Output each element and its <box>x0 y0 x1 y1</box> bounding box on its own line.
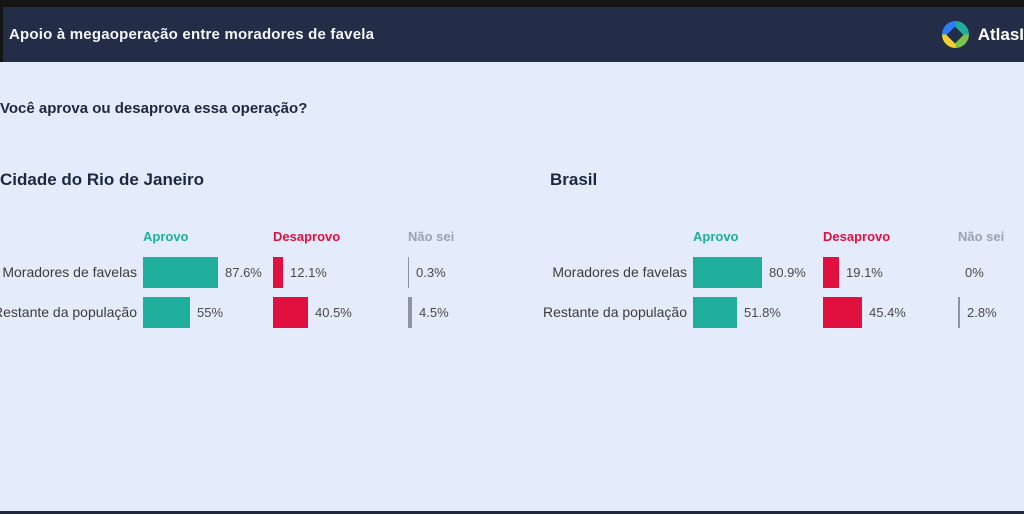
column-header-desaprovo: Desaprovo <box>273 229 341 244</box>
bar-aprovo-moradores-de-favelas <box>143 257 218 288</box>
page-title: Apoio à megaoperação entre moradores de … <box>9 26 375 43</box>
value-label-aprovo-moradores-de-favelas: 80.9% <box>769 265 806 280</box>
bar-desaprovo-restante-da-populacao <box>273 297 308 328</box>
survey-question: Você aprova ou desaprova essa operação? <box>0 100 308 117</box>
column-header-nao-sei: Não sei <box>958 229 1005 244</box>
atlas-logo-text: AtlasI <box>977 24 1024 44</box>
value-label-nao-sei-restante-da-populacao: 4.5% <box>419 305 449 320</box>
column-header-desaprovo: Desaprovo <box>823 229 891 244</box>
bar-nao-sei-restante-da-populacao <box>958 297 960 328</box>
value-label-desaprovo-restante-da-populacao: 45.4% <box>869 305 906 320</box>
column-header-aprovo: Aprovo <box>693 229 739 244</box>
row-label-moradores-de-favelas: Moradores de favelas <box>2 264 137 280</box>
bar-aprovo-restante-da-populacao <box>693 297 737 328</box>
row-label-moradores-de-favelas: Moradores de favelas <box>552 264 687 280</box>
value-label-desaprovo-restante-da-populacao: 40.5% <box>315 305 352 320</box>
value-label-aprovo-moradores-de-favelas: 87.6% <box>225 265 262 280</box>
column-header-aprovo: Aprovo <box>143 229 189 244</box>
value-label-nao-sei-moradores-de-favelas: 0.3% <box>416 265 446 280</box>
bottom-border-strip <box>0 511 1024 514</box>
atlas-logo-icon <box>941 21 969 48</box>
value-label-nao-sei-moradores-de-favelas: 0% <box>965 265 984 280</box>
row-label-restante-da-populacao: Restante da população <box>543 304 687 320</box>
value-label-desaprovo-moradores-de-favelas: 19.1% <box>846 265 883 280</box>
bar-nao-sei-restante-da-populacao <box>408 297 412 328</box>
brand-logo: AtlasI <box>941 7 1024 62</box>
bar-aprovo-moradores-de-favelas <box>693 257 762 288</box>
value-label-desaprovo-moradores-de-favelas: 12.1% <box>290 265 327 280</box>
value-label-aprovo-restante-da-populacao: 55% <box>197 305 224 320</box>
top-border-strip <box>0 0 1024 7</box>
header-bar: Apoio à megaoperação entre moradores de … <box>0 7 1024 62</box>
panel-title-brasil: Brasil <box>550 170 598 189</box>
bar-nao-sei-moradores-de-favelas <box>408 257 409 288</box>
value-label-aprovo-restante-da-populacao: 51.8% <box>744 305 781 320</box>
bar-desaprovo-moradores-de-favelas <box>273 257 283 288</box>
bar-aprovo-restante-da-populacao <box>143 297 190 328</box>
bar-desaprovo-restante-da-populacao <box>823 297 862 328</box>
bar-desaprovo-moradores-de-favelas <box>823 257 839 288</box>
panel-title-cidade-do-rio-de-janeiro: Cidade do Rio de Janeiro <box>0 170 205 189</box>
value-label-nao-sei-restante-da-populacao: 2.8% <box>967 305 997 320</box>
row-label-restante-da-populacao: Restante da população <box>0 304 137 320</box>
column-header-nao-sei: Não sei <box>408 229 455 244</box>
